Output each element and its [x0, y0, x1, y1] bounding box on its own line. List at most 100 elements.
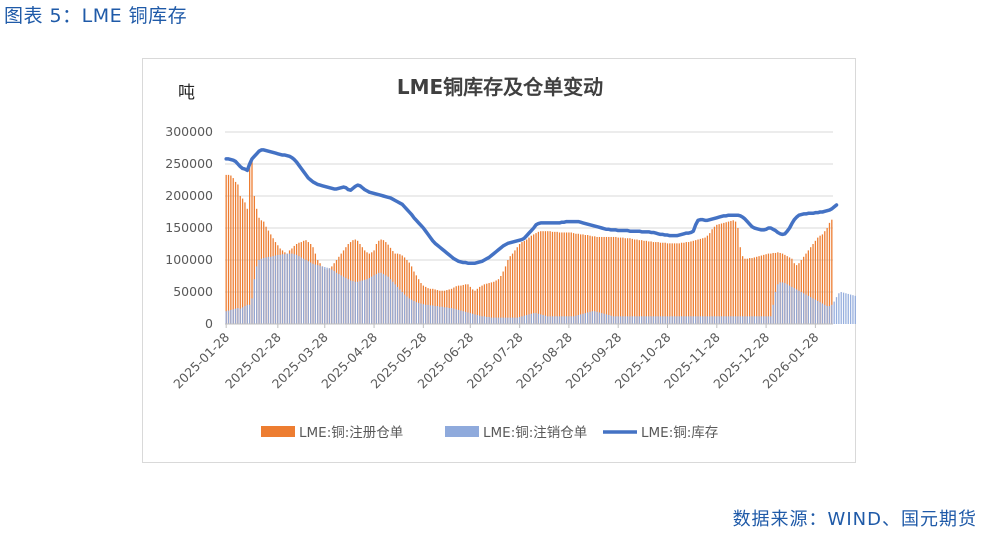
- bar-cancelled-warrant: [256, 266, 258, 324]
- bar-cancelled-warrant: [633, 316, 636, 324]
- bar-registered-warrant: [803, 256, 805, 324]
- bar-cancelled-warrant: [824, 304, 826, 324]
- bar-registered-warrant: [575, 233, 577, 324]
- bar-cancelled-warrant: [749, 316, 751, 324]
- bar-registered-warrant: [671, 243, 673, 324]
- bar-cancelled-warrant: [366, 279, 368, 324]
- bar-cancelled-warrant: [396, 286, 399, 324]
- y-tick-label: 100000: [165, 252, 213, 267]
- bar-cancelled-warrant: [814, 299, 817, 324]
- bar-registered-warrant: [554, 231, 556, 324]
- bar-registered-warrant: [673, 243, 676, 324]
- bar-cancelled-warrant: [631, 316, 633, 324]
- bar-registered-warrant: [244, 202, 246, 324]
- bar-registered-warrant: [751, 258, 753, 324]
- bar-cancelled-warrant: [401, 292, 403, 324]
- bar-cancelled-warrant: [622, 316, 624, 324]
- bar-registered-warrant: [511, 253, 514, 324]
- bar-registered-warrant: [666, 243, 669, 324]
- bar-cancelled-warrant: [295, 254, 298, 324]
- bar-cancelled-warrant: [288, 253, 291, 324]
- bar-registered-warrant: [655, 242, 657, 324]
- bar-registered-warrant: [683, 242, 685, 324]
- bar-cancelled-warrant: [392, 281, 394, 324]
- bar-registered-warrant: [702, 238, 704, 324]
- bar-cancelled-warrant: [551, 316, 554, 324]
- bar-registered-warrant: [518, 244, 521, 324]
- bar-cancelled-warrant: [596, 311, 598, 324]
- bar-registered-warrant: [622, 237, 624, 324]
- bar-cancelled-warrant: [709, 316, 711, 324]
- bar-cancelled-warrant: [335, 272, 338, 324]
- bar-registered-warrant: [643, 240, 645, 324]
- bar-registered-warrant: [805, 253, 807, 324]
- bar-registered-warrant: [533, 234, 535, 324]
- bar-cancelled-warrant: [260, 258, 263, 324]
- legend-cancelled-warrant-swatch: [445, 426, 479, 437]
- bar-registered-warrant: [589, 235, 591, 324]
- bar-cancelled-warrant: [359, 281, 361, 324]
- bar-cancelled-warrant: [483, 316, 486, 324]
- bar-cancelled-warrant: [739, 316, 741, 324]
- bar-cancelled-warrant: [441, 306, 443, 324]
- bar-cancelled-warrant: [300, 257, 302, 324]
- bar-cancelled-warrant: [753, 316, 756, 324]
- bar-cancelled-warrant: [727, 316, 730, 324]
- bar-cancelled-warrant: [511, 317, 514, 324]
- figure-label: 图表 5：LME 铜库存: [4, 5, 188, 27]
- bar-cancelled-warrant: [657, 316, 659, 324]
- bar-registered-warrant: [709, 233, 711, 324]
- bar-cancelled-warrant: [497, 317, 500, 324]
- bar-cancelled-warrant: [446, 307, 448, 324]
- y-tick-label: 150000: [165, 220, 213, 235]
- bar-registered-warrant: [629, 238, 631, 324]
- bar-cancelled-warrant: [751, 316, 753, 324]
- bar-cancelled-warrant: [772, 304, 774, 324]
- bar-registered-warrant: [232, 178, 234, 324]
- bar-cancelled-warrant: [706, 316, 709, 324]
- bar-cancelled-warrant: [725, 316, 727, 324]
- bar-registered-warrant: [462, 284, 464, 324]
- bar-cancelled-warrant: [669, 316, 671, 324]
- bar-cancelled-warrant: [375, 274, 378, 324]
- bar-cancelled-warrant: [730, 316, 732, 324]
- bar-cancelled-warrant: [237, 308, 239, 324]
- bar-registered-warrant: [443, 290, 446, 324]
- bar-registered-warrant: [490, 282, 493, 324]
- legend-cancelled-warrant-label: LME:铜:注销仓单: [483, 425, 587, 441]
- bar-registered-warrant: [495, 280, 497, 324]
- bar-cancelled-warrant: [803, 293, 805, 324]
- bar-cancelled-warrant: [429, 305, 432, 324]
- y-axis-unit-label: 吨: [178, 83, 195, 103]
- bar-registered-warrant: [467, 284, 469, 324]
- bar-registered-warrant: [652, 242, 655, 324]
- bar-cancelled-warrant: [664, 316, 666, 324]
- bar-cancelled-warrant: [239, 308, 241, 324]
- bar-registered-warrant: [687, 242, 690, 324]
- bar-cancelled-warrant: [549, 316, 551, 324]
- bar-cancelled-warrant: [272, 256, 274, 324]
- bar-registered-warrant: [756, 256, 758, 324]
- bar-registered-warrant: [410, 266, 413, 324]
- bar-registered-warrant: [711, 229, 713, 324]
- bar-cancelled-warrant: [307, 261, 309, 324]
- bar-cancelled-warrant: [349, 280, 352, 324]
- bar-registered-warrant: [704, 237, 706, 324]
- bar-registered-warrant: [420, 283, 422, 324]
- bar-cancelled-warrant: [274, 255, 277, 324]
- bar-cancelled-warrant: [479, 315, 481, 324]
- bar-cancelled-warrant: [265, 257, 267, 324]
- bar-cancelled-warrant: [575, 315, 577, 324]
- bar-cancelled-warrant: [507, 317, 509, 324]
- bar-cancelled-warrant: [406, 296, 408, 324]
- bar-registered-warrant: [457, 285, 460, 324]
- bar-cancelled-warrant: [455, 309, 457, 324]
- bar-cancelled-warrant: [791, 286, 793, 324]
- bar-cancelled-warrant: [486, 316, 488, 324]
- bar-registered-warrant: [765, 254, 767, 324]
- bar-cancelled-warrant: [464, 311, 467, 324]
- bar-registered-warrant: [556, 231, 558, 324]
- y-tick-label: 200000: [165, 188, 213, 203]
- bar-registered-warrant: [537, 231, 540, 324]
- bar-cancelled-warrant: [619, 316, 622, 324]
